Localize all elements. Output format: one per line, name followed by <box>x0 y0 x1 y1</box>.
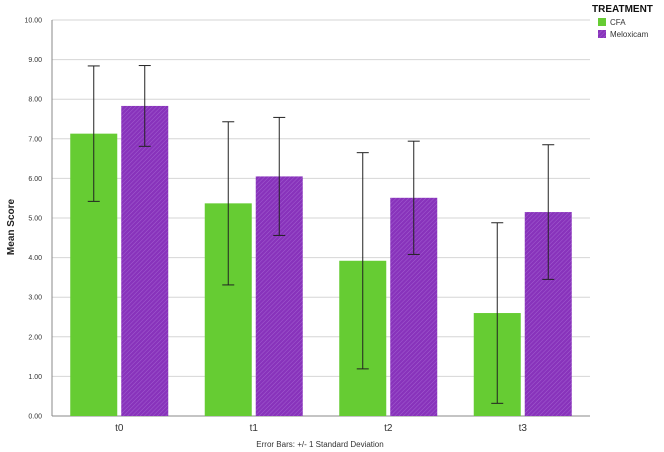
y-tick-label: 2.00 <box>28 334 42 341</box>
footnote: Error Bars: +/- 1 Standard Deviation <box>256 440 383 449</box>
legend-label-meloxicam: Meloxicam <box>610 30 649 39</box>
y-tick-label: 7.00 <box>28 136 42 143</box>
y-tick-label: 5.00 <box>28 216 42 223</box>
error-bar-meloxicam-t1 <box>273 116 286 236</box>
legend-items: CFA Meloxicam <box>598 18 649 39</box>
bar-meloxicam-t0 <box>121 105 169 416</box>
error-bar-meloxicam-t0 <box>138 65 151 147</box>
legend-label-cfa: CFA <box>610 18 626 27</box>
y-tick-label: 10.00 <box>24 18 42 25</box>
x-axis-categories: t0 t1 t2 t3 <box>115 423 527 434</box>
y-tick-label: 1.00 <box>28 374 42 381</box>
x-category-label: t2 <box>384 423 393 434</box>
y-tick-label: 0.00 <box>28 414 42 421</box>
error-bar-cfa-t1 <box>222 121 235 286</box>
y-tick-label: 6.00 <box>28 176 42 183</box>
x-category-label: t0 <box>115 423 124 434</box>
error-bars <box>87 65 555 404</box>
y-tick-label: 9.00 <box>28 57 42 64</box>
y-tick-label: 3.00 <box>28 295 42 302</box>
x-category-label: t3 <box>519 423 528 434</box>
error-bar-meloxicam-t3 <box>542 144 555 280</box>
y-axis-title: Mean Score <box>6 198 17 255</box>
legend-swatch-cfa <box>598 18 606 26</box>
error-bar-cfa-t2 <box>356 152 369 370</box>
y-tick-label: 4.00 <box>28 255 42 262</box>
error-bar-meloxicam-t2 <box>407 140 420 255</box>
error-bar-cfa-t0 <box>87 65 100 202</box>
y-axis-ticks: 0.00 1.00 2.00 3.00 4.00 5.00 6.00 7.00 8.00 9.00… <box>24 18 42 421</box>
legend: TREATMENT CFA Meloxicam <box>592 4 653 39</box>
error-bar-cfa-t3 <box>491 222 504 404</box>
bars <box>70 105 572 417</box>
x-category-label: t1 <box>250 423 259 434</box>
y-tick-label: 8.00 <box>28 97 42 104</box>
legend-swatch-meloxicam <box>598 30 606 38</box>
legend-title: TREATMENT <box>592 4 653 15</box>
